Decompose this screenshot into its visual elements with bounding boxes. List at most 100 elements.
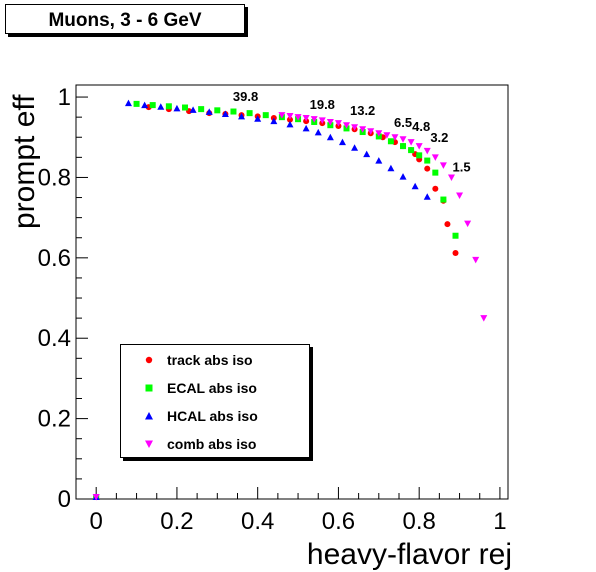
x-tick-label: 0	[90, 508, 103, 535]
legend-marker-comb	[145, 440, 153, 448]
point-annotations: 39.8 19.8 13.2 6.5 4.83.2 1.5	[233, 89, 471, 174]
hcal-abs-iso-point	[411, 182, 419, 190]
legend-item-track: track abs iso	[121, 349, 309, 371]
comb-abs-iso-point	[326, 118, 334, 126]
comb-abs-iso-point	[359, 126, 367, 133]
hcal-abs-iso-point	[221, 110, 229, 117]
comb-abs-iso-point	[407, 139, 415, 146]
annotation-label: 39.8	[233, 89, 258, 104]
data-points	[92, 99, 488, 501]
hcal-abs-iso-point	[189, 106, 197, 113]
track-abs-iso-point	[432, 185, 439, 192]
legend-label-track: track abs iso	[167, 352, 253, 368]
y-tick-label: 1	[58, 84, 71, 111]
ecal-abs-iso-point	[230, 108, 237, 115]
hcal-abs-iso-point	[157, 103, 165, 110]
track-abs-iso-point	[452, 250, 459, 257]
hcal-abs-iso-point	[363, 150, 371, 158]
ecal-abs-iso-point	[424, 157, 431, 164]
annotation-label: 6.5	[394, 115, 412, 130]
comb-abs-iso-point	[447, 174, 455, 181]
comb-abs-iso-point	[464, 220, 472, 228]
comb-abs-iso-point	[415, 143, 423, 150]
comb-abs-iso-point	[318, 117, 326, 124]
x-tick-label: 1	[493, 508, 506, 535]
hcal-abs-iso-point	[270, 117, 278, 125]
legend-label-comb: comb abs iso	[167, 436, 257, 452]
comb-abs-iso-point	[351, 124, 359, 131]
comb-abs-iso-point	[302, 114, 310, 122]
track-abs-iso-point	[286, 116, 293, 123]
annotation-label: 3.2	[430, 130, 448, 145]
hcal-abs-iso-point	[205, 108, 213, 115]
ecal-abs-iso-point	[416, 152, 423, 159]
y-tick-label: 0	[58, 486, 71, 513]
comb-abs-iso-point	[391, 134, 399, 141]
hcal-abs-iso-point	[351, 144, 359, 151]
ecal-abs-iso-point	[440, 196, 447, 203]
hcal-abs-iso-point	[314, 128, 322, 136]
hcal-abs-iso-point	[302, 124, 310, 132]
track-abs-iso-point	[424, 165, 431, 172]
comb-abs-iso-point	[456, 192, 464, 200]
ecal-abs-iso-point	[387, 138, 394, 145]
hcal-abs-iso-point	[254, 115, 262, 122]
hcal-abs-iso-point	[141, 101, 149, 109]
comb-abs-iso-point	[399, 136, 407, 143]
annotation-label: 19.8	[310, 97, 335, 112]
hcal-abs-iso-point	[375, 157, 383, 164]
y-tick-label: 0.6	[38, 245, 71, 272]
legend-item-hcal: HCAL abs iso	[121, 405, 309, 427]
comb-abs-iso-point	[334, 120, 342, 127]
comb-abs-iso-point	[480, 315, 488, 322]
hcal-abs-iso-point	[173, 104, 181, 112]
hcal-abs-iso-point	[387, 164, 395, 172]
x-axis-label: heavy-flavor rej	[307, 538, 512, 571]
x-tick-label: 0.2	[160, 508, 193, 535]
legend-marker-ecal	[145, 384, 153, 392]
comb-abs-iso-point	[310, 116, 318, 123]
hcal-abs-iso-point	[124, 99, 132, 107]
ecal-abs-iso-point	[149, 102, 156, 109]
comb-abs-iso-point	[439, 162, 447, 169]
comb-abs-iso-point	[367, 128, 375, 135]
comb-abs-iso-point	[375, 130, 383, 137]
axes: 0 0.2 0.4 0.6 0.8 1 0 0.2 0.4 0.6 0.8 1	[38, 84, 507, 535]
comb-abs-iso-point	[472, 256, 480, 264]
ecal-abs-iso-point	[408, 147, 415, 154]
track-abs-iso-point	[444, 221, 451, 228]
ecal-abs-iso-point	[432, 169, 439, 176]
ecal-abs-iso-point	[246, 110, 253, 117]
comb-abs-iso-point	[423, 147, 431, 155]
legend-item-comb: comb abs iso	[121, 433, 309, 455]
legend: track abs iso ECAL abs iso HCAL abs iso …	[120, 344, 310, 458]
ecal-abs-iso-point	[165, 103, 172, 110]
legend-item-ecal: ECAL abs iso	[121, 377, 309, 399]
comb-abs-iso-point	[286, 112, 294, 120]
comb-abs-iso-point	[431, 154, 439, 161]
ecal-abs-iso-point	[198, 106, 205, 113]
comb-abs-iso-point	[383, 132, 391, 139]
ecal-abs-iso-point	[214, 107, 221, 114]
ecal-abs-iso-point	[262, 112, 269, 119]
y-tick-label: 0.4	[38, 325, 71, 352]
x-tick-label: 0.4	[241, 508, 274, 535]
hcal-abs-iso-point	[326, 133, 334, 141]
annotation-label: 1.5	[453, 159, 471, 174]
annotation-label: 13.2	[350, 103, 375, 118]
legend-label-ecal: ECAL abs iso	[167, 380, 257, 396]
comb-abs-iso-point	[343, 122, 351, 129]
ecal-abs-iso-point	[133, 100, 140, 107]
chart-title: Muons, 3 - 6 GeV	[48, 10, 202, 31]
ecal-abs-iso-point	[452, 232, 459, 239]
hcal-abs-iso-point	[338, 138, 346, 146]
y-tick-label: 0.2	[38, 406, 71, 433]
ecal-abs-iso-point	[400, 143, 407, 150]
comb-abs-iso-point	[294, 114, 302, 121]
chart-title-box: Muons, 3 - 6 GeV	[5, 4, 245, 34]
x-tick-label: 0.8	[402, 508, 435, 535]
legend-marker-hcal	[145, 412, 153, 420]
ecal-abs-iso-point	[182, 104, 189, 111]
comb-abs-iso-point	[278, 112, 286, 119]
